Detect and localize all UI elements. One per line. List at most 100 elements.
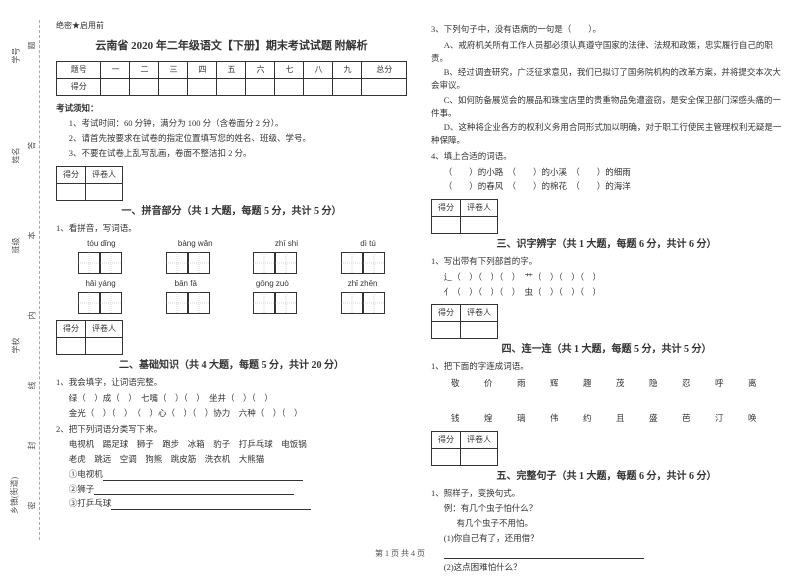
q3-1: 1、写出带有下列部首的字。 xyxy=(431,255,782,268)
score-cell: 得分 xyxy=(432,305,461,322)
pinyin-label: dì tú xyxy=(360,238,376,250)
gutter-mark: 密 xyxy=(27,502,38,510)
binding-gutter: 学号 姓名 班级 学校 乡镇(街道) 题 答 本 内 线 封 密 xyxy=(10,20,40,540)
q2-1-line: 金光（ ）（ ） （ ）心（ ）（ ）协力 六种（ ）（ ） xyxy=(56,407,407,420)
pinyin-label: bàng wǎn xyxy=(178,238,213,250)
notice-title: 考试须知： xyxy=(56,102,407,115)
score-cell: 得分 xyxy=(432,431,461,448)
q5-example-ans: 有几个虫子不用怕。 xyxy=(431,517,782,530)
score-header: 题号 xyxy=(57,61,101,78)
table-row: 题号 一 二 三 四 五 六 七 八 九 总分 xyxy=(57,61,407,78)
tianzige-box[interactable] xyxy=(78,292,122,314)
tianzige-box[interactable] xyxy=(253,252,297,274)
tianzige-box[interactable] xyxy=(253,292,297,314)
q2-3-opt: D、这种将企业各方的权利义务用合同形式加以明确，对于职工行使民主管理权利无疑是一… xyxy=(431,121,782,147)
pinyin-label: gōng zuò xyxy=(256,278,289,290)
pinyin-label: zhī shi xyxy=(275,238,298,250)
q4-1: 1、把下面的字连成词语。 xyxy=(431,360,782,373)
gutter-mark: 封 xyxy=(27,442,38,450)
q2-2: 2、把下列词语分类写下来。 xyxy=(56,423,407,436)
notice-item: 3、不要在试卷上乱写乱画，卷面不整洁扣 2 分。 xyxy=(56,147,407,160)
q1-1: 1、看拼音，写词语。 xyxy=(56,222,407,235)
q5-item: (1)你自己有了，还用借？ xyxy=(431,532,782,545)
q5-item: (2)这点困难怕什么？ xyxy=(431,561,782,574)
marker-score-box: 得分评卷人 xyxy=(56,320,123,355)
section-4-title: 四、连一连（共 1 大题，每题 5 分，共计 5 分） xyxy=(431,342,782,357)
notice-item: 2、请首先按要求在试卷的指定位置填写您的姓名、班级、学号。 xyxy=(56,132,407,145)
marker-score-box: 得分评卷人 xyxy=(56,166,123,201)
section-1-title: 一、拼音部分（共 1 大题，每题 5 分，共计 5 分） xyxy=(56,204,407,219)
score-cell: 得分 xyxy=(57,321,86,338)
gutter-mark: 内 xyxy=(27,312,38,320)
gutter-field-xingming: 姓名 xyxy=(11,148,22,164)
score-header: 四 xyxy=(188,61,217,78)
q2-2-words: 电视机 踢足球 狮子 跑步 冰箱 豹子 打乒乓球 电饭锅 xyxy=(56,438,407,451)
score-header: 一 xyxy=(101,61,130,78)
marker-score-box: 得分评卷人 xyxy=(431,199,498,234)
page-footer: 第 1 页 共 4 页 xyxy=(0,548,800,559)
marker-cell: 评卷人 xyxy=(461,305,498,322)
gutter-field-xuexiao: 学校 xyxy=(11,338,22,354)
tianzige-row xyxy=(56,292,407,314)
score-table: 题号 一 二 三 四 五 六 七 八 九 总分 得分 xyxy=(56,61,407,96)
gutter-field-banji: 班级 xyxy=(11,238,22,254)
tianzige-box[interactable] xyxy=(166,292,210,314)
tianzige-box[interactable] xyxy=(78,252,122,274)
q4-row1: 敬 价 雨 辉 趣 茂 隐 忍 呼 离 xyxy=(431,377,782,390)
gutter-mark: 线 xyxy=(27,382,38,390)
tianzige-box[interactable] xyxy=(341,252,385,274)
q2-2-item: ②狮子 xyxy=(56,483,407,496)
section-2-title: 二、基础知识（共 4 大题，每题 5 分，共计 20 分） xyxy=(56,358,407,373)
pinyin-label: bān fā xyxy=(175,278,197,290)
gutter-field-xiangzhen: 乡镇(街道) xyxy=(9,477,20,514)
left-column: 绝密★启用前 云南省 2020 年二年级语文【下册】期末考试试题 附解析 题号 … xyxy=(48,20,415,576)
answer-blank[interactable] xyxy=(103,472,303,481)
tianzige-box[interactable] xyxy=(166,252,210,274)
section-3-title: 三、识字辨字（共 1 大题，每题 6 分，共计 6 分） xyxy=(431,237,782,252)
marker-cell: 评卷人 xyxy=(86,166,123,183)
q2-4: 4、填上合适的词语。 xyxy=(431,150,782,163)
score-header: 三 xyxy=(159,61,188,78)
score-header: 九 xyxy=(333,61,362,78)
secret-note: 绝密★启用前 xyxy=(56,20,407,32)
q5-example: 例：有几个虫子怕什么？ xyxy=(431,502,782,515)
q3-1-line: 亻（ ）（ ）（ ） 虫（ ）（ ）（ ） xyxy=(431,286,782,299)
answer-blank[interactable] xyxy=(94,486,294,495)
marker-score-box: 得分评卷人 xyxy=(431,431,498,466)
gutter-mark: 本 xyxy=(27,232,38,240)
q2-2-words: 老虎 跳远 空调 狗熊 跳皮筋 洗衣机 大熊猫 xyxy=(56,453,407,466)
score-header: 六 xyxy=(246,61,275,78)
pinyin-row: hǎi yáng bān fā gōng zuò zhǐ zhēn xyxy=(56,278,407,290)
gutter-field-xuehao: 学号 xyxy=(11,48,22,64)
gutter-mark: 题 xyxy=(27,42,38,50)
exam-title: 云南省 2020 年二年级语文【下册】期末考试试题 附解析 xyxy=(56,38,407,55)
q2-1-line: 绿（ ）成（ ） 七嘴（ ）（ ） 坐井（ ）（ ） xyxy=(56,392,407,405)
section-5-title: 五、完整句子（共 1 大题，每题 6 分，共计 6 分） xyxy=(431,469,782,484)
q5-1: 1、照样子，变换句式。 xyxy=(431,487,782,500)
marker-cell: 评卷人 xyxy=(461,200,498,217)
gutter-mark: 答 xyxy=(27,142,38,150)
right-column: 3、下列句子中，没有语病的一句是（ ）。 A、戒府机关所有工作人员都必须认真遵守… xyxy=(423,20,790,576)
q2-2-item: ①电视机 xyxy=(56,468,407,481)
q2-3: 3、下列句子中，没有语病的一句是（ ）。 xyxy=(431,23,782,36)
score-header: 七 xyxy=(275,61,304,78)
tianzige-box[interactable] xyxy=(341,292,385,314)
pinyin-label: zhǐ zhēn xyxy=(348,278,378,290)
q2-3-opt: C、如何防备展览会的展品和珠宝店里的贵重物品免遭盗窃，是安全保卫部门深感头痛的一… xyxy=(431,94,782,120)
marker-cell: 评卷人 xyxy=(86,321,123,338)
pinyin-label: tóu dǐng xyxy=(87,238,115,250)
pinyin-label: hǎi yáng xyxy=(85,278,115,290)
q2-1: 1、我会填字，让词语完整。 xyxy=(56,376,407,389)
tianzige-row xyxy=(56,252,407,274)
score-cell: 得分 xyxy=(57,166,86,183)
notice-item: 1、考试时间：60 分钟，满分为 100 分（含卷面分 2 分）。 xyxy=(56,117,407,130)
score-cell: 得分 xyxy=(432,200,461,217)
marker-score-box: 得分评卷人 xyxy=(431,304,498,339)
pinyin-row: tóu dǐng bàng wǎn zhī shi dì tú xyxy=(56,238,407,250)
q3-1-line: 辶（ ）（ ）（ ） 艹（ ）（ ）（ ） xyxy=(431,271,782,284)
answer-blank[interactable] xyxy=(111,501,311,510)
score-header: 五 xyxy=(217,61,246,78)
marker-cell: 评卷人 xyxy=(461,431,498,448)
q2-4-line: （ ）的春风 （ ）的棉花 （ ）的海洋 xyxy=(431,180,782,193)
score-header: 总分 xyxy=(362,61,407,78)
